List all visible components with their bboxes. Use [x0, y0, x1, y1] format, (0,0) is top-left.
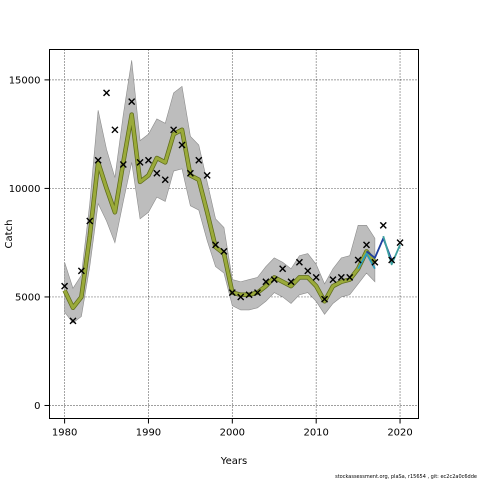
- observed-point: [153, 169, 161, 177]
- observed-point: [103, 89, 111, 97]
- observed-point: [61, 282, 69, 290]
- observed-point: [245, 291, 253, 299]
- observed-point: [86, 217, 94, 225]
- observed-point: [329, 276, 337, 284]
- observed-point: [144, 156, 152, 164]
- observed-point: [253, 289, 261, 297]
- observed-point: [287, 278, 295, 286]
- observed-point: [379, 221, 387, 229]
- observed-point: [128, 98, 136, 106]
- y-tick-label: 15000: [9, 75, 41, 86]
- x-tick-label: 2010: [303, 428, 328, 439]
- x-axis: 1980 1990 2000 2010 2020: [52, 418, 413, 439]
- observed-point: [161, 176, 169, 184]
- series-lines-layer: [62, 112, 401, 311]
- observed-point: [270, 276, 278, 284]
- y-axis-title: Catch: [4, 220, 15, 249]
- observed-point: [237, 293, 245, 301]
- confidence-band-layer: [64, 60, 376, 324]
- observed-point: [186, 169, 194, 177]
- y-tick-label: 10000: [9, 184, 41, 195]
- observed-point: [295, 258, 303, 266]
- observed-point: [371, 258, 379, 266]
- observed-point: [111, 126, 119, 134]
- plot-frame: [49, 49, 419, 419]
- observed-point: [212, 241, 220, 249]
- observed-point: [346, 273, 354, 281]
- fitted-line: [63, 113, 377, 310]
- observed-point: [77, 267, 85, 275]
- observed-point: [195, 156, 203, 164]
- observed-point: [262, 278, 270, 286]
- y-tick-label: 0: [34, 401, 40, 412]
- observed-point: [220, 247, 228, 255]
- observed-point: [354, 256, 362, 264]
- x-tick-label: 2000: [220, 428, 245, 439]
- retrospective-line: [357, 252, 376, 270]
- x-tick-label: 1980: [52, 428, 77, 439]
- y-axis: 0 5000 10000 15000: [9, 75, 50, 412]
- observed-point: [321, 295, 329, 303]
- observed-point: [388, 256, 396, 264]
- observed-point: [178, 141, 186, 149]
- observed-point: [304, 267, 312, 275]
- observed-point: [279, 265, 287, 273]
- observed-point: [69, 317, 77, 325]
- observed-point: [312, 273, 320, 281]
- observed-point: [363, 241, 370, 249]
- y-tick-label: 5000: [15, 292, 40, 303]
- observed-point: [337, 273, 345, 281]
- observed-point: [136, 158, 144, 166]
- retrospective-line: [382, 235, 401, 266]
- observed-point: [203, 171, 211, 179]
- observed-point: [228, 289, 236, 297]
- x-tick-label: 1990: [136, 428, 161, 439]
- observed-points-layer: [61, 89, 404, 325]
- x-tick-label: 2020: [387, 428, 412, 439]
- observed-point: [170, 126, 178, 134]
- footer-credit: stockassessment.org, plaSa, r15654 , git…: [335, 474, 477, 480]
- x-axis-title: Years: [220, 456, 247, 467]
- observed-point: [94, 156, 102, 164]
- observed-point: [119, 161, 127, 169]
- observed-point: [396, 239, 404, 247]
- confidence-band: [64, 60, 376, 324]
